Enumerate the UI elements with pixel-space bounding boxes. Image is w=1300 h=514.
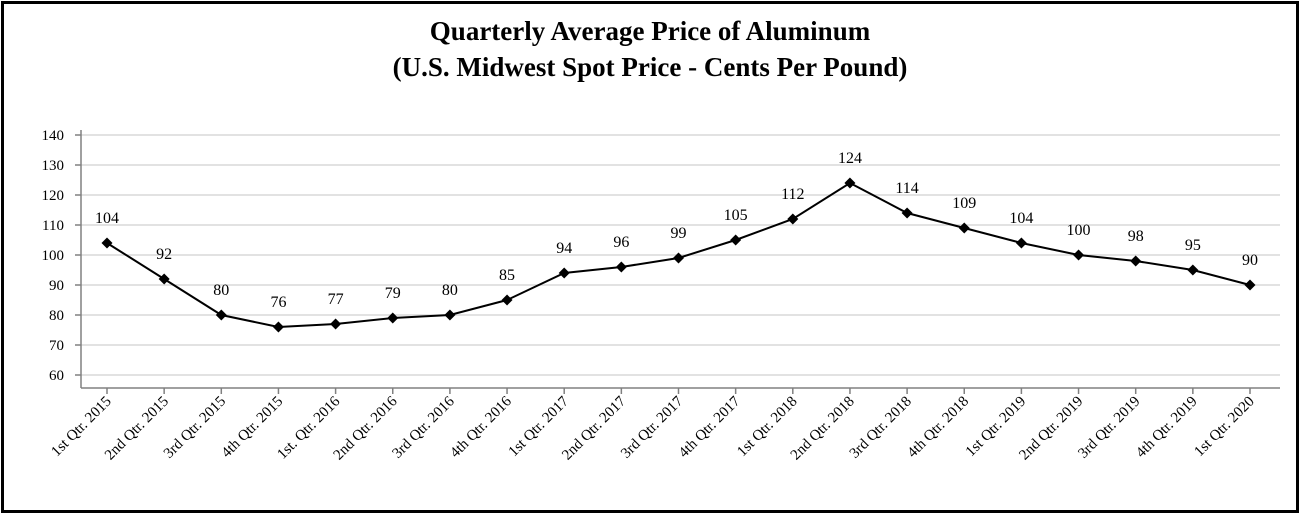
y-tick-label: 70 [49,338,64,354]
data-point [844,177,856,189]
data-point [158,273,170,285]
data-label: 96 [613,234,629,251]
y-tick-label: 140 [42,128,65,144]
data-point [1015,237,1027,249]
x-tick-label: 4th Qtr. 2019 [1133,394,1201,462]
y-tick-label: 60 [49,368,64,384]
y-tick-labels: 60 70 80 90 100 110 120 130 140 [42,128,65,384]
x-tick-label: 3rd Qtr. 2018 [847,394,915,462]
data-label: 124 [838,150,862,167]
x-tick-label: 4th Qtr. 2018 [904,394,972,462]
data-label: 109 [952,195,976,212]
data-label: 98 [1128,228,1144,245]
data-point [272,321,284,333]
data-label: 90 [1242,252,1258,269]
data-point [215,309,227,321]
data-markers [101,177,1256,333]
data-label: 94 [556,240,572,257]
data-point [444,309,456,321]
data-label: 77 [328,291,344,308]
chart-title-block: Quarterly Average Price of Aluminum (U.S… [0,13,1300,85]
data-label: 80 [442,282,458,299]
data-label: 104 [1009,210,1033,227]
data-labels: 104 92 80 76 77 79 80 85 94 96 99 105 112 124 114 109 10… [95,150,1258,311]
y-tick-label: 80 [49,308,64,324]
data-label: 79 [385,285,401,302]
data-point [558,267,570,279]
data-point [387,312,399,324]
data-point [330,318,342,330]
chart-subtitle: (U.S. Midwest Spot Price - Cents Per Pou… [392,52,908,82]
data-point [958,222,970,234]
data-point [787,213,799,225]
data-label: 105 [724,207,748,224]
x-tick-label: 3rd Qtr. 2015 [161,394,229,462]
x-tick-label: 4th Qtr. 2017 [676,393,744,461]
data-point [673,252,684,264]
x-tick-label: 1st Qtr. 2020 [1191,394,1257,460]
data-point [730,234,742,246]
data-label: 112 [781,186,804,203]
x-tick-label: 3rd Qtr. 2019 [1075,394,1143,462]
data-label: 99 [671,225,687,242]
y-tick-label: 90 [49,278,64,294]
y-tick-label: 100 [42,248,65,264]
y-tick-label: 110 [42,218,64,234]
data-point [1130,255,1142,267]
data-label: 92 [156,246,172,263]
data-point [1244,279,1256,291]
data-point [1187,264,1199,276]
data-point [1073,249,1085,261]
data-label: 95 [1185,237,1201,254]
data-label: 100 [1067,222,1091,239]
y-tick-label: 120 [42,188,65,204]
data-point [501,294,513,306]
data-point [901,207,913,219]
chart-title: Quarterly Average Price of Aluminum [429,16,871,46]
data-label: 85 [499,267,515,284]
data-label: 76 [270,294,286,311]
gridlines [81,134,1280,376]
data-label: 114 [895,180,918,197]
data-label: 80 [213,282,229,299]
data-point [615,261,627,273]
x-tick-label: 4th Qtr. 2016 [447,393,515,461]
axes [75,130,1280,394]
data-point [101,237,113,249]
data-label: 104 [95,210,119,227]
y-tick-label: 130 [42,158,65,174]
